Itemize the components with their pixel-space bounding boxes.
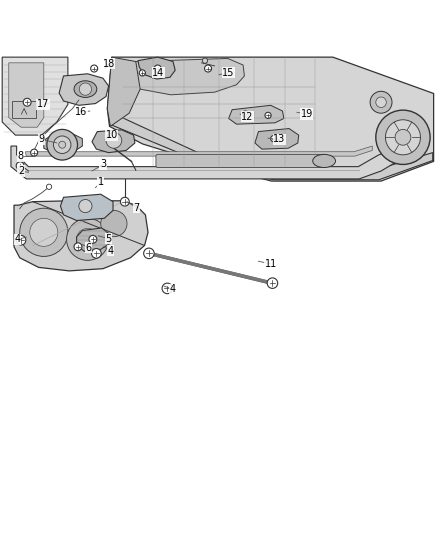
- Text: 4: 4: [108, 246, 114, 256]
- Text: 17: 17: [37, 100, 49, 109]
- Circle shape: [16, 236, 26, 245]
- Text: 14: 14: [152, 68, 165, 78]
- Circle shape: [79, 83, 92, 95]
- Circle shape: [144, 248, 154, 259]
- Circle shape: [89, 236, 97, 243]
- Text: 12: 12: [241, 112, 254, 122]
- Circle shape: [162, 283, 173, 294]
- Text: 4: 4: [170, 284, 176, 294]
- Polygon shape: [107, 57, 140, 126]
- Polygon shape: [129, 59, 244, 95]
- Circle shape: [74, 243, 82, 251]
- Circle shape: [154, 65, 161, 72]
- Polygon shape: [11, 146, 420, 179]
- Text: 10: 10: [106, 130, 118, 140]
- Circle shape: [120, 197, 129, 206]
- Text: 13: 13: [273, 134, 286, 144]
- Text: 16: 16: [75, 107, 87, 117]
- Text: 19: 19: [300, 109, 313, 119]
- Circle shape: [101, 211, 127, 237]
- Text: 15: 15: [223, 68, 235, 78]
- Polygon shape: [9, 63, 44, 127]
- Polygon shape: [107, 57, 434, 181]
- Circle shape: [77, 229, 99, 251]
- Polygon shape: [44, 134, 82, 152]
- Circle shape: [139, 70, 145, 76]
- Polygon shape: [59, 74, 109, 106]
- Circle shape: [205, 65, 212, 72]
- Circle shape: [92, 248, 101, 258]
- Circle shape: [30, 219, 58, 246]
- Polygon shape: [25, 146, 372, 156]
- Circle shape: [67, 219, 109, 260]
- Polygon shape: [77, 228, 110, 251]
- FancyArrowPatch shape: [152, 254, 269, 282]
- FancyBboxPatch shape: [156, 155, 326, 167]
- Circle shape: [242, 111, 248, 117]
- Polygon shape: [138, 57, 175, 79]
- Circle shape: [59, 141, 66, 148]
- Text: 3: 3: [100, 159, 106, 169]
- Circle shape: [91, 65, 98, 72]
- Text: 6: 6: [85, 243, 92, 253]
- Polygon shape: [2, 57, 68, 135]
- Polygon shape: [110, 115, 433, 180]
- Circle shape: [376, 97, 386, 108]
- Polygon shape: [92, 130, 135, 152]
- Text: 11: 11: [265, 259, 277, 269]
- Polygon shape: [14, 201, 148, 271]
- Circle shape: [376, 110, 430, 165]
- Text: 9: 9: [39, 134, 45, 144]
- Circle shape: [267, 278, 278, 288]
- Text: 4: 4: [14, 235, 21, 244]
- Circle shape: [395, 130, 411, 145]
- Ellipse shape: [74, 81, 97, 98]
- Text: 7: 7: [134, 203, 140, 213]
- Circle shape: [20, 208, 68, 256]
- Polygon shape: [60, 194, 113, 221]
- Text: 1: 1: [98, 177, 104, 188]
- Circle shape: [202, 58, 208, 63]
- Circle shape: [53, 136, 71, 154]
- Bar: [12, 101, 36, 118]
- Circle shape: [106, 133, 122, 148]
- Text: 18: 18: [102, 59, 115, 69]
- Circle shape: [265, 112, 271, 118]
- Circle shape: [31, 149, 38, 156]
- Text: 2: 2: [18, 166, 24, 176]
- Circle shape: [16, 162, 24, 169]
- Circle shape: [79, 199, 92, 213]
- Ellipse shape: [313, 155, 336, 167]
- Text: 8: 8: [18, 151, 24, 161]
- Circle shape: [385, 120, 420, 155]
- Circle shape: [47, 130, 78, 160]
- Circle shape: [370, 91, 392, 113]
- Circle shape: [271, 135, 277, 142]
- Polygon shape: [229, 106, 284, 124]
- Circle shape: [23, 98, 31, 106]
- Polygon shape: [255, 128, 299, 149]
- Text: 5: 5: [106, 234, 112, 244]
- Circle shape: [46, 184, 52, 189]
